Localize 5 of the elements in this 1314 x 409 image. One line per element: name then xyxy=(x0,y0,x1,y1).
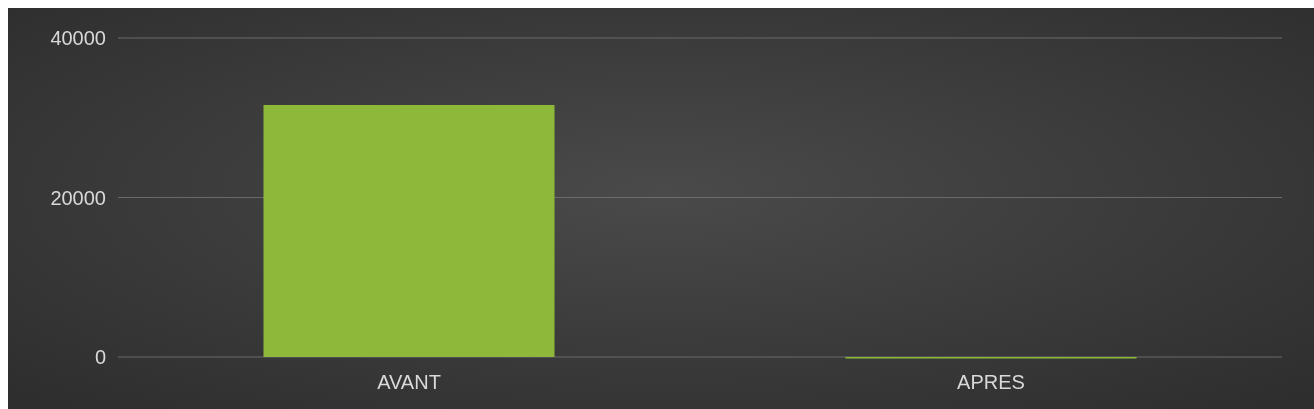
y-tick-label: 40000 xyxy=(50,27,106,49)
x-tick-label: AVANT xyxy=(377,371,441,393)
y-tick-label: 20000 xyxy=(50,186,106,209)
x-tick-label: APRES xyxy=(957,371,1025,393)
y-tick-label: 0 xyxy=(94,346,106,368)
